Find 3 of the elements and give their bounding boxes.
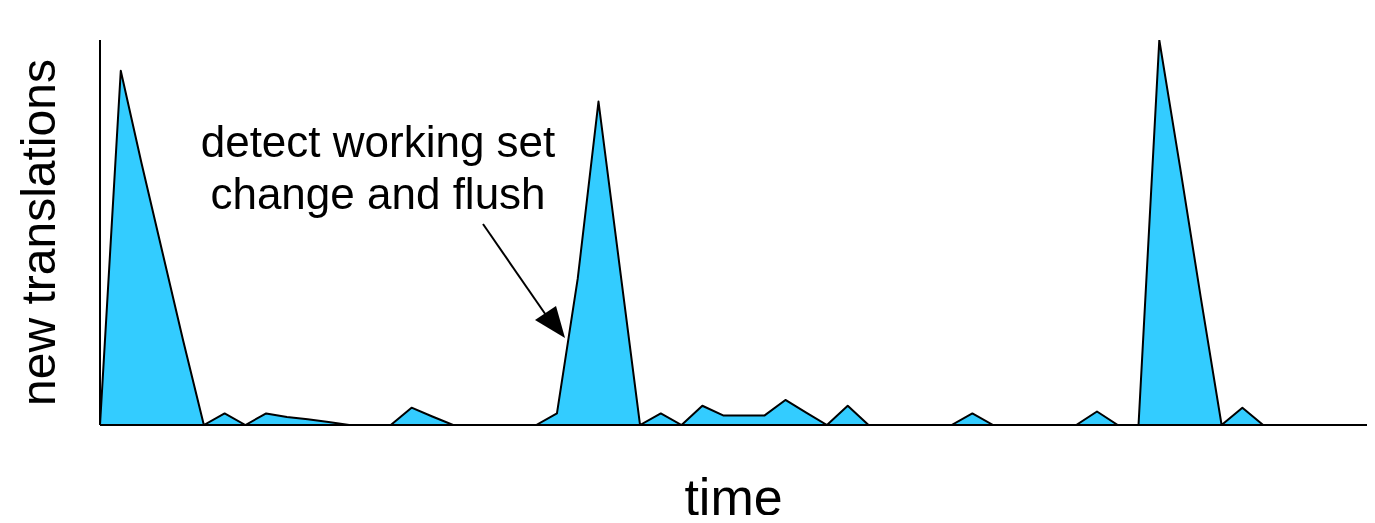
x-axis-title: time [684,468,783,523]
y-axis-title: new translations [12,59,66,406]
annotation: detect working set change and flush [199,116,557,220]
